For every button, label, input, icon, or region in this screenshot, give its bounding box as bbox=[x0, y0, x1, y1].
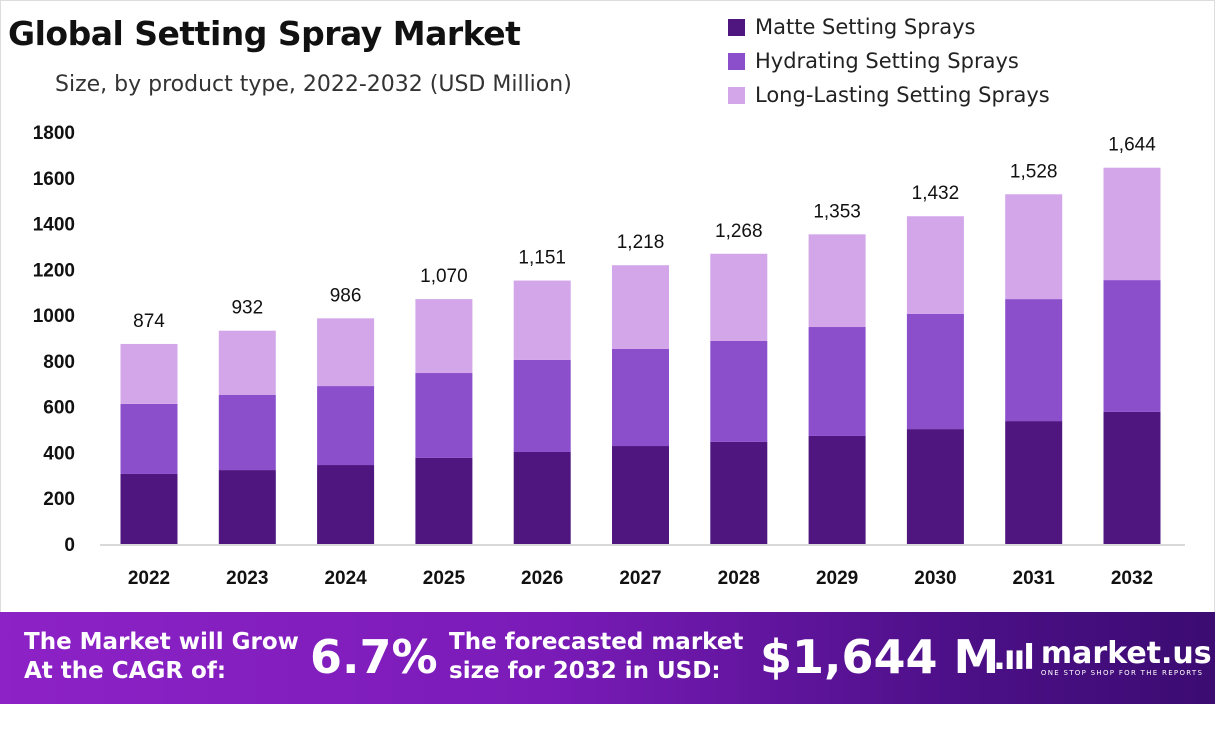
y-tick-label: 1400 bbox=[33, 215, 75, 236]
y-tick-label: 1000 bbox=[33, 306, 75, 327]
x-tick-label: 2024 bbox=[324, 568, 367, 589]
forecast-value: $1,644 M bbox=[760, 630, 1000, 684]
y-tick-label: 1200 bbox=[33, 260, 75, 281]
bar-segment-matte-setting-sprays2028 bbox=[710, 441, 768, 544]
x-tick-label: 2031 bbox=[1013, 568, 1056, 589]
y-tick-label: 200 bbox=[43, 489, 75, 510]
bar-segment-hydrating-setting-sprays2023 bbox=[218, 394, 276, 471]
x-tick-label: 2028 bbox=[718, 568, 760, 589]
bar-segment-matte-setting-sprays2025 bbox=[415, 457, 473, 544]
bar-segment-matte-setting-sprays2023 bbox=[218, 470, 276, 544]
y-tick-label: 1600 bbox=[33, 169, 75, 190]
legend-swatch bbox=[728, 18, 745, 36]
legend-label: Hydrating Setting Sprays bbox=[755, 49, 1019, 73]
bar-segment-matte-setting-sprays2022 bbox=[120, 473, 178, 544]
bar-segment-long-lasting-setting-sprays2026 bbox=[513, 280, 571, 360]
x-tick-label: 2025 bbox=[423, 568, 466, 589]
cagr-label: The Market will Grow At the CAGR of: bbox=[24, 628, 299, 686]
total-data-label: 1,151 bbox=[518, 248, 566, 269]
bar-segment-long-lasting-setting-sprays2023 bbox=[218, 330, 276, 395]
legend: Matte Setting Sprays Hydrating Setting Sp… bbox=[728, 10, 1050, 112]
bar-segment-hydrating-setting-sprays2022 bbox=[120, 403, 178, 474]
logo-name: market.us bbox=[1040, 636, 1212, 671]
cagr-label-line1: The Market will Grow bbox=[24, 629, 299, 655]
legend-item: Hydrating Setting Sprays bbox=[728, 44, 1050, 78]
y-tick-label: 1800 bbox=[33, 123, 75, 144]
total-data-label: 1,070 bbox=[420, 266, 468, 287]
legend-item: Matte Setting Sprays bbox=[728, 10, 1050, 44]
x-tick-label: 2023 bbox=[226, 568, 268, 589]
bar-segment-long-lasting-setting-sprays2030 bbox=[906, 216, 964, 314]
bar-segment-long-lasting-setting-sprays2027 bbox=[612, 265, 669, 349]
legend-swatch bbox=[728, 86, 745, 104]
total-data-label: 1,218 bbox=[617, 232, 665, 253]
legend-swatch bbox=[728, 52, 745, 70]
bar-segment-hydrating-setting-sprays2025 bbox=[415, 373, 473, 458]
total-data-label: 874 bbox=[133, 311, 165, 332]
logo-tagline: ONE STOP SHOP FOR THE REPORTS bbox=[1040, 669, 1204, 677]
x-tick-label: 2027 bbox=[619, 568, 661, 589]
bar-segment-matte-setting-sprays2032 bbox=[1103, 411, 1161, 544]
x-tick-label: 2026 bbox=[521, 568, 563, 589]
bar-segment-long-lasting-setting-sprays2029 bbox=[808, 234, 866, 328]
bar-segment-hydrating-setting-sprays2028 bbox=[710, 340, 768, 442]
bar-segment-long-lasting-setting-sprays2024 bbox=[317, 318, 375, 387]
total-data-label: 986 bbox=[330, 285, 362, 306]
bar-segment-hydrating-setting-sprays2027 bbox=[612, 348, 669, 447]
bar-segment-matte-setting-sprays2026 bbox=[513, 451, 571, 544]
bar-segment-matte-setting-sprays2027 bbox=[612, 446, 669, 544]
forecast-label-line1: The forecasted market bbox=[449, 629, 744, 655]
y-tick-label: 800 bbox=[43, 352, 75, 373]
total-data-label: 1,432 bbox=[912, 183, 960, 204]
bar-segment-matte-setting-sprays2030 bbox=[906, 429, 964, 544]
y-tick-label: 400 bbox=[43, 443, 75, 464]
chart-subtitle: Size, by product type, 2022-2032 (USD Mi… bbox=[55, 72, 572, 97]
total-data-label: 1,353 bbox=[813, 201, 861, 222]
bar-segment-hydrating-setting-sprays2030 bbox=[906, 313, 964, 430]
bar-segment-hydrating-setting-sprays2026 bbox=[513, 359, 571, 452]
x-tick-label: 2030 bbox=[914, 568, 956, 589]
x-tick-label: 2022 bbox=[128, 568, 170, 589]
footer-banner: The Market will Grow At the CAGR of: 6.7%… bbox=[0, 612, 1215, 704]
bar-segment-long-lasting-setting-sprays2031 bbox=[1005, 194, 1063, 300]
total-data-label: 1,528 bbox=[1010, 161, 1058, 182]
bar-segment-hydrating-setting-sprays2031 bbox=[1005, 299, 1063, 422]
bar-segment-hydrating-setting-sprays2024 bbox=[317, 386, 375, 466]
legend-label: Long-Lasting Setting Sprays bbox=[755, 83, 1050, 107]
market-us-logo: .ııl market.us ONE STOP SHOP FOR THE REP… bbox=[993, 638, 1212, 678]
stacked-bar-chart: 0 200 400 600 800 1000 1200 1400 1600 1800 874 2022… bbox=[33, 123, 1185, 589]
cagr-label-line2: At the CAGR of: bbox=[24, 658, 227, 684]
y-tick-label: 0 bbox=[64, 535, 75, 556]
bar-segment-hydrating-setting-sprays2029 bbox=[808, 327, 866, 436]
total-data-label: 1,644 bbox=[1108, 135, 1156, 156]
chart-title: Global Setting Spray Market bbox=[8, 14, 521, 53]
total-data-label: 932 bbox=[231, 298, 263, 319]
bar-segment-long-lasting-setting-sprays2028 bbox=[710, 253, 768, 341]
legend-label: Matte Setting Sprays bbox=[755, 15, 976, 39]
legend-item: Long-Lasting Setting Sprays bbox=[728, 78, 1050, 112]
forecast-label-line2: size for 2032 in USD: bbox=[449, 658, 721, 684]
bar-segment-long-lasting-setting-sprays2032 bbox=[1103, 167, 1161, 281]
bar-segment-hydrating-setting-sprays2032 bbox=[1103, 280, 1161, 412]
forecast-label: The forecasted market size for 2032 in US… bbox=[449, 628, 743, 686]
y-tick-label: 600 bbox=[43, 398, 75, 419]
logo-icon: .ııl bbox=[993, 638, 1035, 678]
bar-segment-long-lasting-setting-sprays2022 bbox=[120, 343, 178, 404]
x-tick-label: 2032 bbox=[1111, 568, 1153, 589]
cagr-value: 6.7% bbox=[310, 630, 438, 684]
bar-segment-matte-setting-sprays2024 bbox=[317, 465, 375, 544]
bar-segment-matte-setting-sprays2029 bbox=[808, 435, 866, 544]
bar-segment-matte-setting-sprays2031 bbox=[1005, 421, 1063, 544]
x-tick-label: 2029 bbox=[816, 568, 858, 589]
bar-segment-long-lasting-setting-sprays2025 bbox=[415, 299, 473, 374]
total-data-label: 1,268 bbox=[715, 221, 763, 242]
